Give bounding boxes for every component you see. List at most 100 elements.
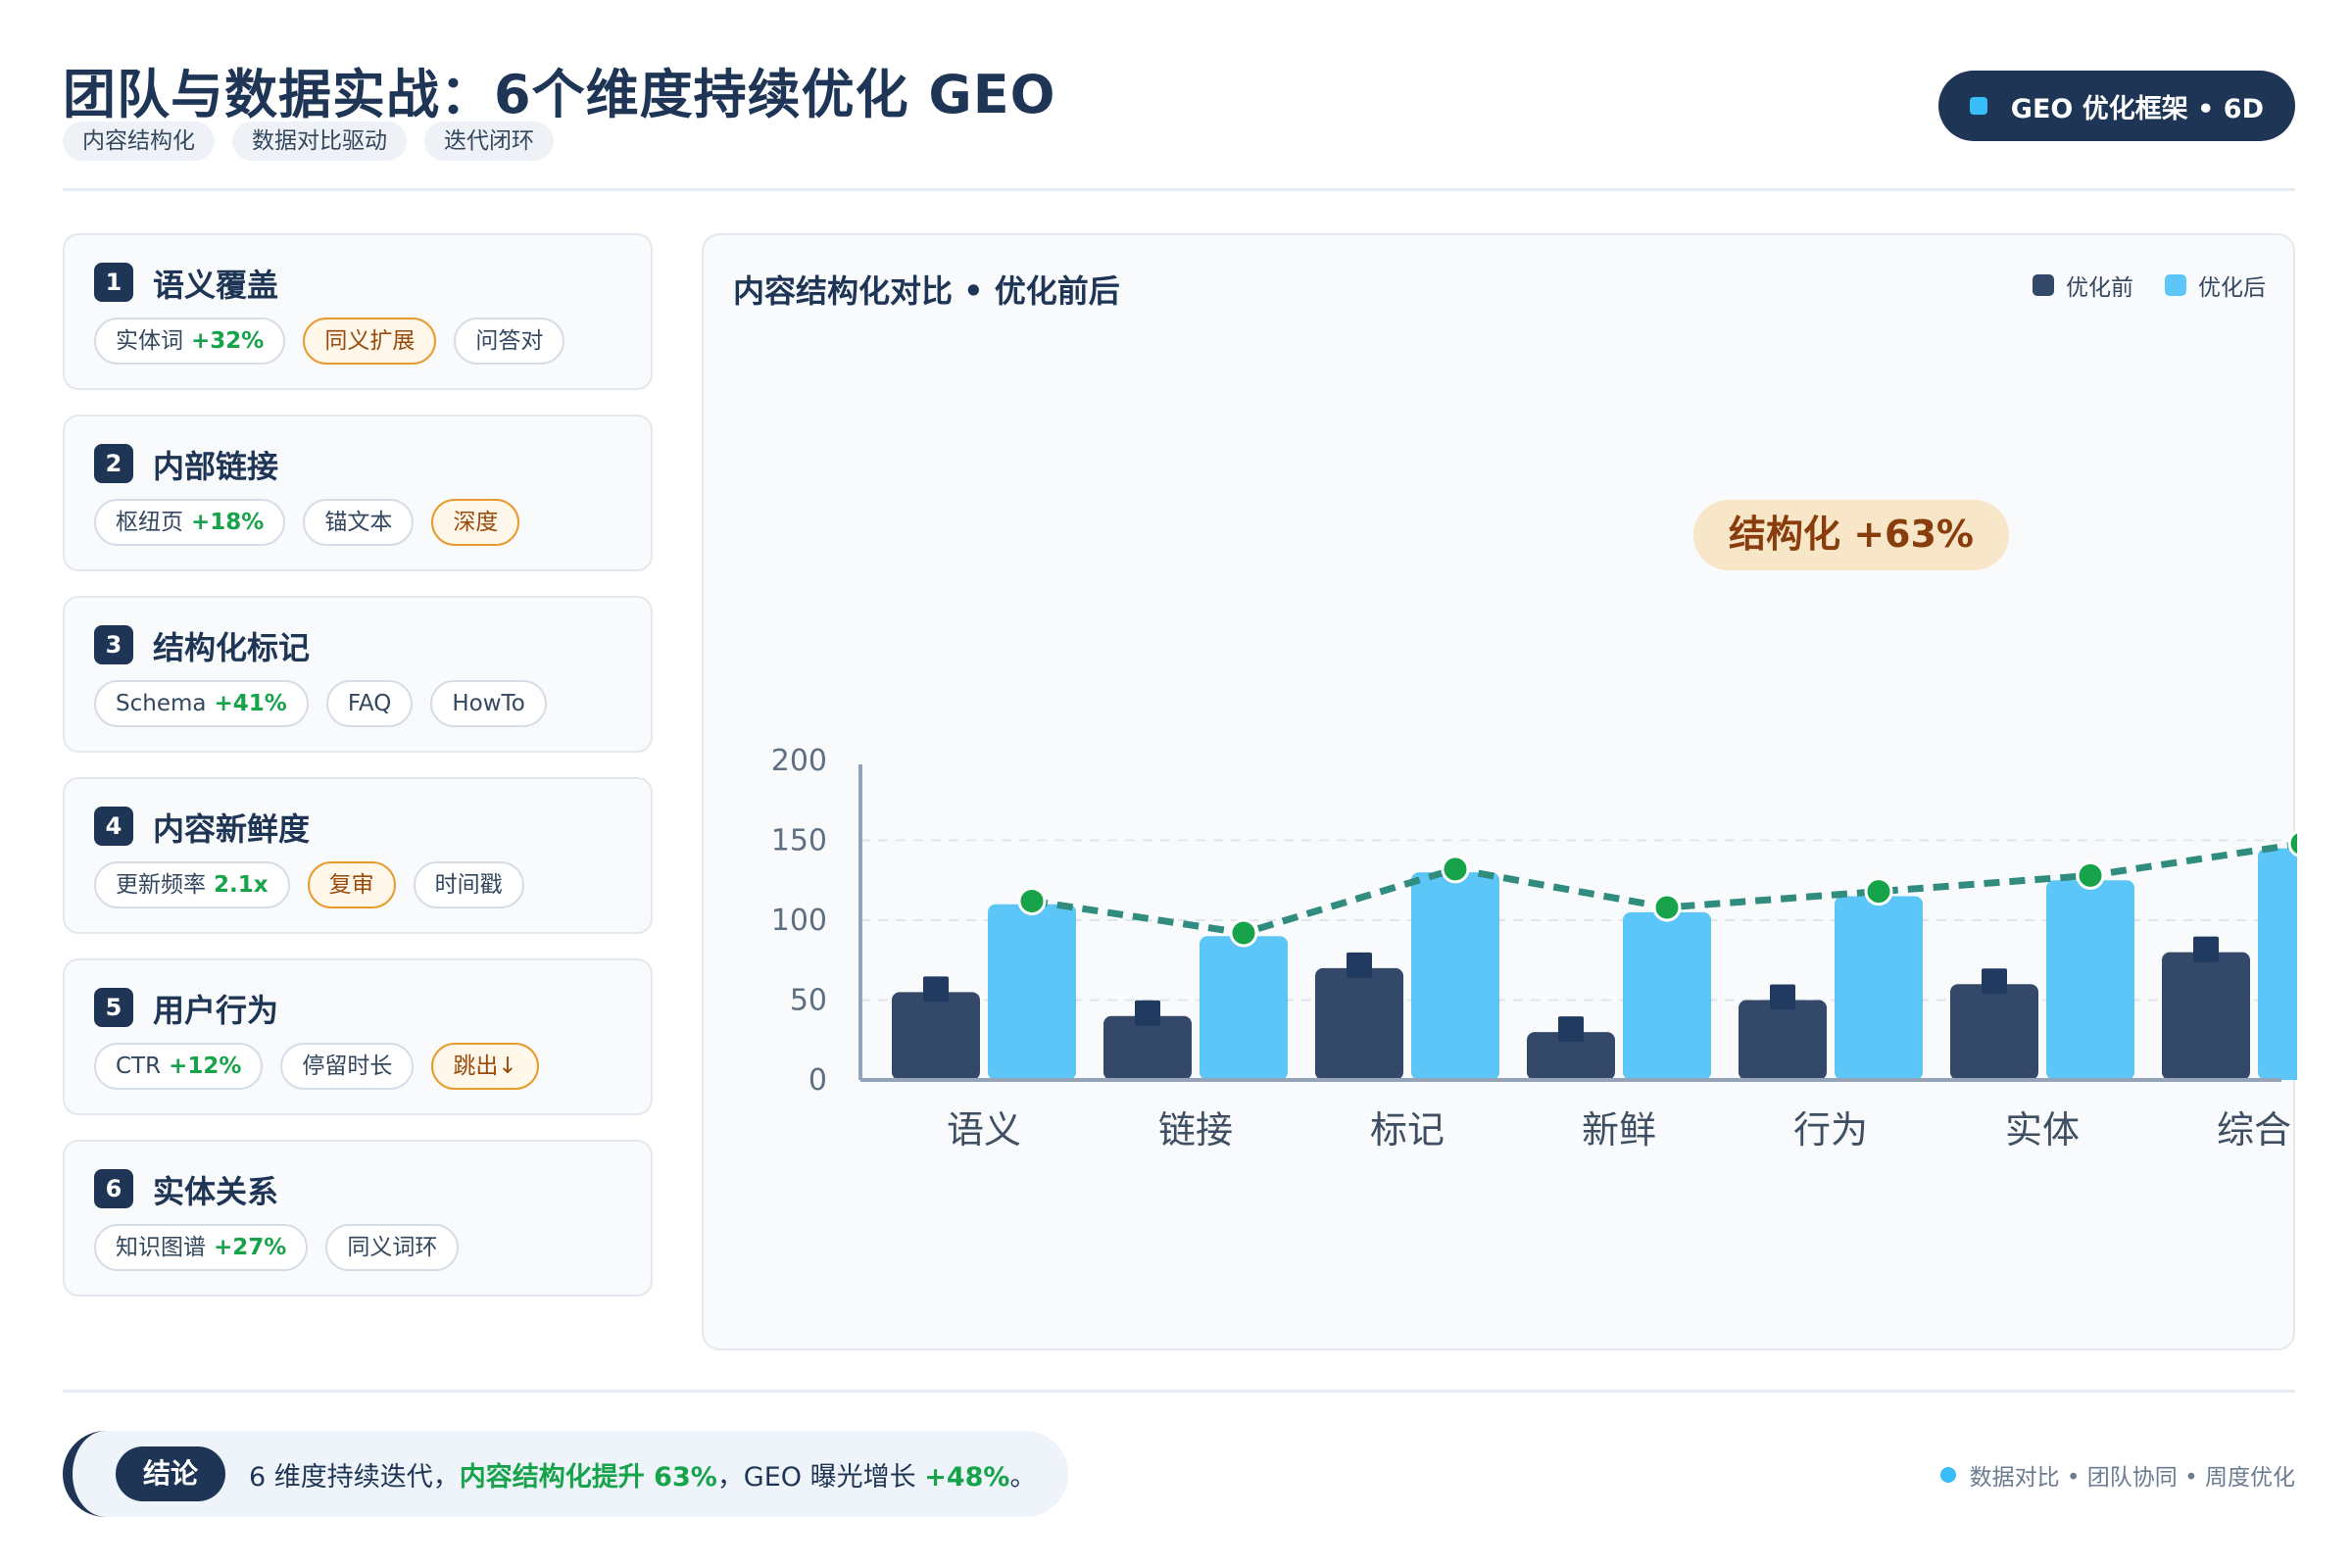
trend-point bbox=[1017, 886, 1047, 915]
footnote-text: 数据对比 • 团队协同 • 周度优化 bbox=[1969, 1465, 2295, 1491]
pill-value: 2.1x bbox=[214, 872, 269, 898]
y-tick-label: 100 bbox=[771, 904, 827, 938]
legend-label-after: 优化后 bbox=[2198, 275, 2266, 301]
y-tick-label: 0 bbox=[808, 1063, 827, 1098]
card-number: 4 bbox=[94, 807, 133, 846]
annotation-pill bbox=[1693, 500, 2009, 570]
pill-value: +27% bbox=[214, 1235, 287, 1260]
pill-value: +12% bbox=[169, 1054, 242, 1079]
metric-pill: 枢纽页 +18% bbox=[94, 499, 286, 546]
bar-after bbox=[1200, 936, 1288, 1080]
bar-before bbox=[1950, 984, 2038, 1080]
conclusion-text-post: 。 bbox=[1009, 1461, 1037, 1493]
annotation-text: 结构化 +63% bbox=[1729, 513, 1974, 556]
legend-label-before: 优化前 bbox=[2066, 275, 2133, 301]
header-tag: 数据对比驱动 bbox=[232, 122, 407, 161]
dimension-card: 3 结构化标记 Schema +41% FAQ HowTo bbox=[63, 596, 653, 753]
bar-after bbox=[988, 904, 1076, 1080]
pill-label: 知识图谱 bbox=[116, 1235, 206, 1260]
trend-point bbox=[2076, 860, 2105, 890]
pill-value: +41% bbox=[214, 691, 287, 716]
legend-item-after: 优化后 bbox=[2165, 269, 2266, 302]
card-title: 结构化标记 bbox=[153, 629, 311, 666]
header-tags: 内容结构化 数据对比驱动 迭代闭环 bbox=[63, 122, 554, 161]
pill-label: 同义扩展 bbox=[324, 328, 416, 354]
dimension-card: 5 用户行为 CTR +12% 停留时长 跳出↓ bbox=[63, 958, 653, 1115]
bar-after bbox=[2258, 848, 2297, 1080]
conclusion-text: 6 维度持续迭代，内容结构化提升 63%，GEO 曝光增长 +48%。 bbox=[249, 1455, 1036, 1494]
pill-label: 问答对 bbox=[475, 328, 544, 354]
conclusion-highlight-exposure: +48% bbox=[924, 1461, 1010, 1493]
pill-label: 锚文本 bbox=[324, 510, 393, 535]
x-tick-label: 实体 bbox=[2005, 1108, 2080, 1152]
x-tick-label: 行为 bbox=[1793, 1108, 1868, 1152]
page-title: 团队与数据实战：6个维度持续优化 GEO bbox=[63, 64, 1056, 125]
metric-pill: 同义扩展 bbox=[303, 318, 437, 365]
bar-after bbox=[2046, 880, 2134, 1080]
bar-before-marker bbox=[1347, 952, 1372, 978]
y-tick-label: 200 bbox=[771, 744, 827, 778]
trend-point bbox=[2287, 830, 2297, 858]
metric-pill: 深度 bbox=[431, 499, 520, 546]
x-tick-label: 标记 bbox=[1370, 1108, 1445, 1152]
card-title: 实体关系 bbox=[153, 1173, 279, 1210]
conclusion-highlight-structure: 内容结构化提升 63% bbox=[459, 1461, 717, 1493]
legend-swatch-after bbox=[2165, 274, 2186, 296]
badge-label: GEO 优化框架 • 6D bbox=[2010, 93, 2264, 124]
card-pills: 更新频率 2.1x 复审 时间戳 bbox=[94, 861, 524, 908]
footnote: 数据对比 • 团队协同 • 周度优化 bbox=[1939, 1458, 2295, 1492]
card-number: 2 bbox=[94, 444, 133, 483]
pill-label: 复审 bbox=[328, 872, 374, 898]
dimension-card: 6 实体关系 知识图谱 +27% 同义词环 bbox=[63, 1140, 653, 1297]
bar-before bbox=[1103, 1015, 1192, 1080]
bar-before-marker bbox=[1558, 1016, 1584, 1043]
x-tick-label: 新鲜 bbox=[1582, 1108, 1656, 1152]
chart-title: 内容结构化对比 • 优化前后 bbox=[733, 272, 1120, 310]
pill-label: 实体词 bbox=[116, 328, 183, 354]
pill-label: 更新频率 bbox=[116, 872, 206, 898]
card-title: 内容新鲜度 bbox=[153, 810, 311, 848]
bar-before bbox=[1527, 1032, 1615, 1080]
footer-divider bbox=[63, 1390, 2295, 1393]
pill-label: 枢纽页 bbox=[116, 510, 183, 535]
trend-point bbox=[1864, 877, 1893, 906]
card-title: 用户行为 bbox=[153, 992, 279, 1029]
legend-swatch-before bbox=[2033, 274, 2054, 296]
conclusion-text-pre: 6 维度持续迭代， bbox=[249, 1461, 460, 1493]
metric-pill: FAQ bbox=[325, 680, 414, 727]
pill-label: 时间戳 bbox=[434, 872, 503, 898]
bar-before bbox=[2162, 952, 2250, 1080]
metric-pill: 同义词环 bbox=[325, 1224, 460, 1271]
y-tick-label: 50 bbox=[790, 984, 827, 1018]
pill-label: CTR bbox=[116, 1054, 162, 1079]
card-pills: 知识图谱 +27% 同义词环 bbox=[94, 1224, 460, 1271]
x-tick-label: 综合 bbox=[2217, 1108, 2291, 1152]
pill-label: Schema bbox=[116, 691, 207, 716]
trend-point bbox=[1229, 918, 1258, 948]
header-tag: 内容结构化 bbox=[63, 122, 215, 161]
dimension-card: 2 内部链接 枢纽页 +18% 锚文本 深度 bbox=[63, 415, 653, 571]
dimension-card: 4 内容新鲜度更新频率 2.1x 复审 时间戳 bbox=[63, 777, 653, 934]
header-tag: 迭代闭环 bbox=[424, 122, 554, 161]
chart-panel: 内容结构化对比 • 优化前后 优化前 优化后 0 50 100 150 200 语义 链接 标… bbox=[702, 233, 2297, 1350]
card-pills: CTR +12% 停留时长 跳出↓ bbox=[94, 1043, 539, 1090]
pill-label: HowTo bbox=[452, 691, 525, 716]
conclusion-text-mid: ，GEO 曝光增长 bbox=[716, 1461, 925, 1493]
card-pills: 实体词 +32% 同义扩展 问答对 bbox=[94, 318, 565, 365]
x-tick-label: 链接 bbox=[1158, 1108, 1233, 1152]
bar-after bbox=[1411, 872, 1499, 1080]
trend-point bbox=[1441, 855, 1470, 884]
metric-pill: 停留时长 bbox=[280, 1043, 415, 1090]
metric-pill: 实体词 +32% bbox=[94, 318, 286, 365]
card-title: 语义覆盖 bbox=[153, 267, 279, 304]
bar-before-marker bbox=[923, 976, 949, 1003]
metric-pill: Schema +41% bbox=[94, 680, 309, 727]
metric-pill: HowTo bbox=[430, 680, 547, 727]
bar-before-marker bbox=[1770, 984, 1795, 1010]
metric-pill: 问答对 bbox=[454, 318, 565, 365]
metric-pill: 更新频率 2.1x bbox=[94, 861, 290, 908]
pill-label: FAQ bbox=[347, 691, 392, 716]
metric-pill: 跳出↓ bbox=[431, 1043, 539, 1090]
conclusion-bar: 结论 6 维度持续迭代，内容结构化提升 63%，GEO 曝光增长 +48%。 bbox=[63, 1431, 1068, 1517]
badge-square-icon bbox=[1969, 97, 1987, 115]
